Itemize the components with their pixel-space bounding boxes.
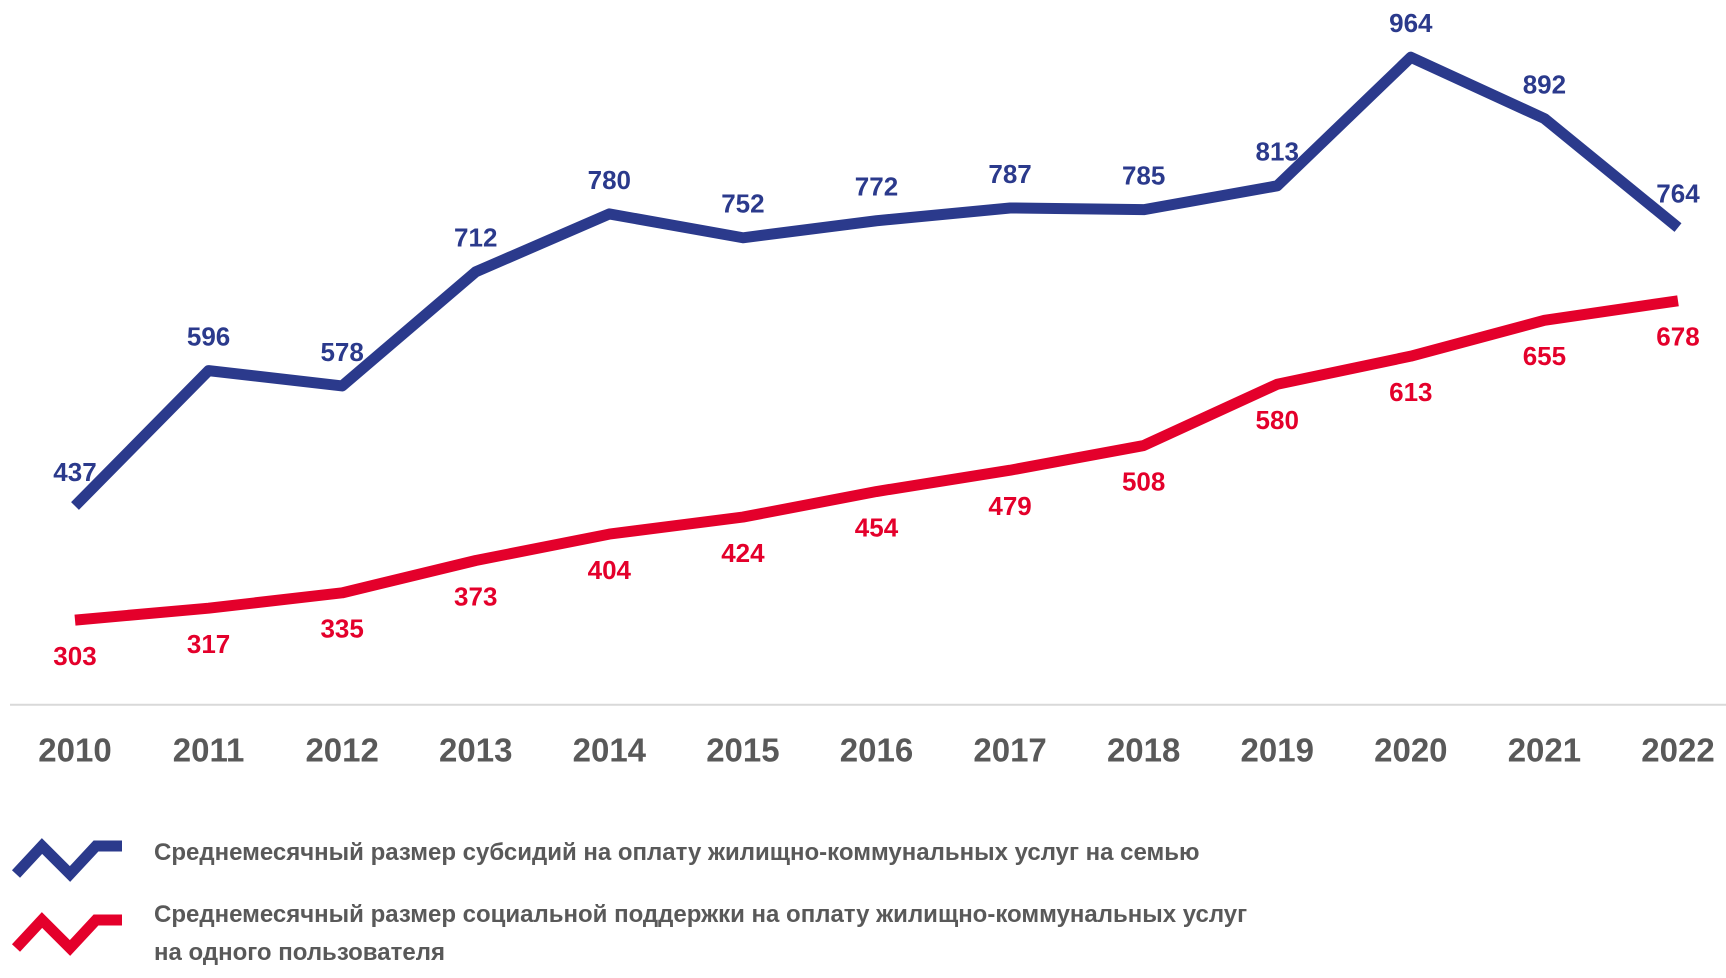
data-line [74,295,1679,626]
legend-label: Среднемесячный размер субсидий на оплату… [154,839,1200,866]
x-tick-label: 2011 [173,732,245,769]
legend-swatch [11,838,122,882]
data-label: 892 [1523,69,1566,99]
data-label: 964 [1389,8,1433,38]
data-label: 454 [855,512,899,542]
legend-icon [11,912,122,956]
x-tick-label: 2018 [1107,732,1180,769]
legend-item: Среднемесячный размер социальной поддерж… [10,901,1247,972]
data-label: 424 [721,538,765,568]
data-label: 785 [1122,161,1165,191]
legend-icon [11,838,122,882]
data-label: 678 [1656,322,1699,352]
data-label: 813 [1256,137,1299,167]
data-label: 437 [53,457,96,487]
x-tick-label: 2014 [573,732,647,769]
data-label: 578 [320,337,363,367]
data-label: 752 [721,189,764,219]
data-label: 404 [588,555,632,585]
x-tick-label: 2020 [1374,732,1447,769]
data-label: 613 [1389,377,1432,407]
data-label: 479 [988,491,1031,521]
x-tick-label: 2021 [1508,732,1581,769]
data-label: 373 [454,581,497,611]
data-line [71,51,1682,510]
data-label: 508 [1122,466,1165,496]
data-label: 303 [53,641,96,671]
data-label: 712 [454,223,497,253]
chart: 2010 2011 2012 2013 2014 2015 2016 2017 2018 2019… [10,8,1726,769]
data-label: 596 [187,321,230,351]
data-label: 580 [1256,405,1299,435]
data-label: 787 [988,159,1031,189]
legend-item: Среднемесячный размер субсидий на оплату… [10,832,1200,882]
x-tick-label: 2012 [305,732,378,769]
x-tick-label: 2015 [706,732,779,769]
data-label: 772 [855,172,898,202]
data-label: 655 [1523,341,1566,371]
data-label: 317 [187,629,230,659]
legend-label: Среднемесячный размер социальной поддерж… [154,901,1248,966]
data-label: 335 [320,614,363,644]
x-tick-label: 2022 [1641,732,1714,769]
x-tick-label: 2013 [439,732,512,769]
x-tick-label: 2010 [38,732,111,769]
x-tick-label: 2019 [1241,732,1314,769]
legend-swatch [11,912,122,956]
x-tick-label: 2016 [840,732,913,769]
data-label: 764 [1656,178,1700,208]
x-tick-label: 2017 [973,732,1046,769]
data-label: 780 [588,165,631,195]
